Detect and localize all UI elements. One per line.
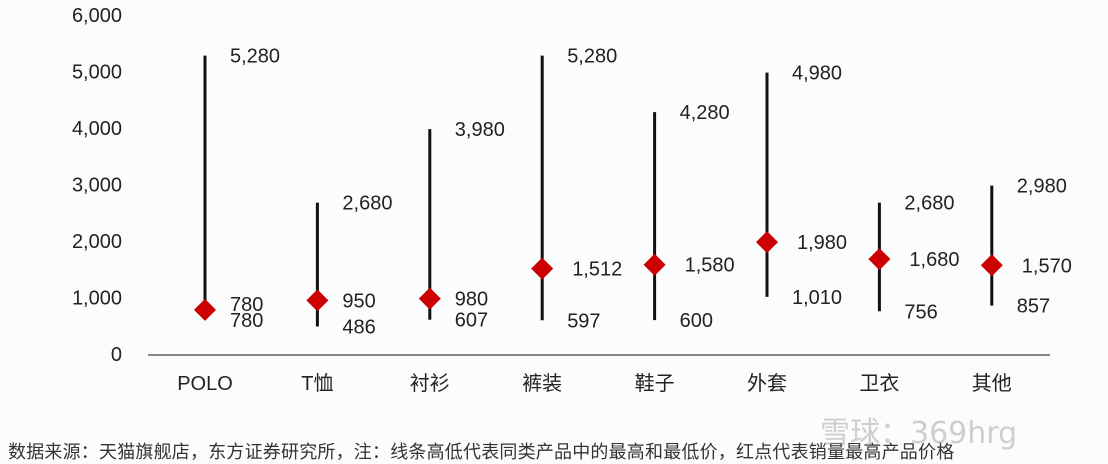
x-tick-label: 其他 [972,372,1012,395]
marker-label: 950 [342,290,375,312]
low-label: 607 [455,310,488,332]
marker-label: 1,580 [685,255,735,277]
x-tick-label: 卫衣 [859,372,899,395]
high-label: 2,680 [904,193,954,215]
low-label: 780 [230,310,263,332]
x-tick-label: POLO [177,373,233,395]
y-tick-label: 5,000 [72,62,122,84]
y-tick-label: 1,000 [72,288,122,310]
marker-diamond [531,257,554,280]
marker-diamond [306,289,329,312]
x-tick-label: T恤 [301,372,333,395]
marker-label: 1,980 [797,232,847,254]
low-label: 597 [567,310,600,332]
marker-label: 1,570 [1022,255,1072,277]
high-label: 3,980 [455,119,505,141]
marker-label: 1,680 [909,249,959,271]
source-note: 数据来源：天猫旗舰店，东方证券研究所，注：线条高低代表同类产品中的最高和最低价，… [8,442,955,463]
high-label: 5,280 [230,46,280,68]
marker-diamond [868,248,891,271]
marker-diamond [418,287,441,310]
marker-label: 1,512 [572,259,622,281]
marker-diamond [980,254,1003,277]
marker-diamond [756,231,778,254]
high-label: 2,680 [342,193,392,215]
marker-label: 780 [230,294,263,316]
x-tick-label: 衬衫 [410,372,450,395]
high-label: 4,980 [792,63,842,85]
y-tick-label: 4,000 [72,118,122,140]
y-tick-label: 6,000 [72,5,122,27]
marker-label: 980 [455,289,488,311]
low-label: 600 [680,310,713,332]
watermark: 雪球：369hrg [820,416,1018,451]
x-tick-label: 裤装 [522,372,562,395]
y-tick-label: 3,000 [72,175,122,197]
low-label: 1,010 [792,287,842,309]
y-tick-label: 2,000 [72,231,122,253]
low-label: 756 [904,301,937,323]
x-tick-label: 外套 [747,372,787,395]
marker-diamond [643,253,666,276]
high-label: 5,280 [567,46,617,68]
y-tick-label: 0 [111,344,122,366]
x-tick-label: 鞋子 [635,372,675,395]
low-label: 857 [1017,296,1050,318]
marker-diamond [194,298,216,321]
high-label: 4,280 [680,102,730,124]
high-label: 2,980 [1017,176,1067,198]
low-label: 486 [342,317,375,339]
